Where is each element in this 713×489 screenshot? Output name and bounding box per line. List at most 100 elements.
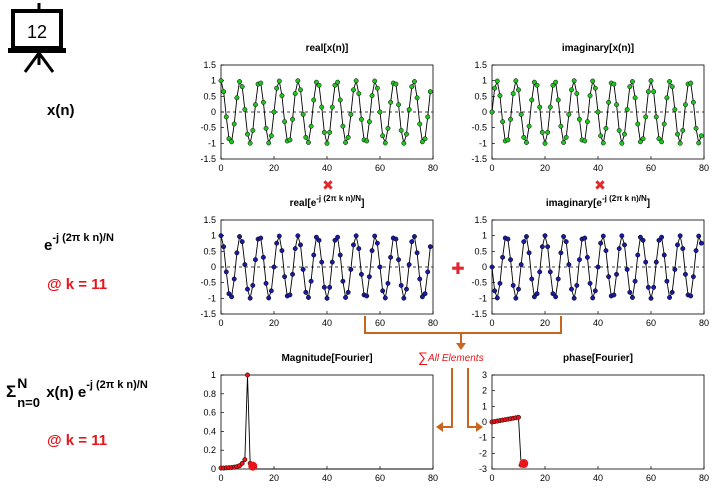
data-point — [374, 240, 380, 246]
data-point — [396, 257, 401, 263]
data-point — [632, 95, 638, 101]
data-point — [571, 295, 577, 301]
data-point — [675, 242, 680, 248]
data-point — [521, 239, 527, 245]
imag_x-plot: imaginary[x(n)] 0 20 40 60 80 1.5 1 0.5 0 -0.5 -1 -1… — [471, 43, 709, 173]
data-point — [553, 294, 559, 300]
data-point — [316, 82, 322, 88]
data-point — [611, 81, 617, 87]
data-point — [419, 294, 425, 300]
data-point — [258, 80, 264, 86]
data-point — [292, 91, 298, 97]
data-point — [324, 295, 330, 301]
data-point — [306, 140, 311, 145]
kernel-base: e — [44, 237, 53, 254]
data-point — [276, 233, 282, 239]
data-point — [659, 139, 665, 145]
highlight-point — [519, 459, 529, 469]
data-point — [645, 284, 651, 290]
x-tick-label: 40 — [322, 163, 332, 173]
data-point — [417, 121, 423, 127]
data-point — [653, 259, 659, 265]
y-tick-label: -2 — [479, 448, 487, 458]
data-point — [343, 295, 348, 300]
y-tick-label: -0.5 — [200, 123, 216, 133]
data-point — [218, 78, 224, 84]
y-tick-label: 1.5 — [474, 60, 487, 70]
data-point — [529, 97, 535, 103]
data-point — [497, 93, 503, 99]
data-point — [372, 78, 378, 84]
data-point — [337, 97, 343, 103]
data-point — [221, 244, 227, 250]
imag_e-plot: imaginary[e-j (2π k n)/N] 0 20 40 60 80 1.5 1 0.… — [471, 194, 709, 328]
data-point — [406, 262, 412, 267]
data-point — [595, 109, 601, 115]
data-point — [316, 237, 322, 243]
y-tick-label: 1.5 — [474, 215, 487, 225]
data-point — [311, 252, 317, 258]
kernel-k-label: @ k = 11 — [47, 276, 108, 293]
data-point — [245, 131, 250, 137]
data-point — [417, 276, 423, 282]
data-point — [245, 286, 250, 292]
data-point — [422, 136, 428, 142]
data-point — [353, 233, 359, 239]
data-point — [561, 234, 566, 239]
data-point — [563, 239, 569, 245]
sum-formula-label: Σ N n=0 x(n) e-j (2π k n)/N — [6, 375, 148, 410]
data-point — [569, 286, 574, 292]
data-point — [226, 136, 232, 142]
series-line — [491, 79, 702, 145]
data-point — [510, 91, 516, 97]
data-point — [374, 85, 380, 91]
data-point — [335, 234, 341, 240]
x-tick-label: 60 — [375, 163, 385, 173]
data-point — [696, 233, 702, 239]
data-point — [661, 121, 667, 127]
y-tick-label: 0 — [482, 262, 487, 272]
data-point — [268, 133, 274, 139]
data-point — [690, 274, 696, 280]
data-point — [632, 278, 638, 284]
series-line — [491, 234, 702, 300]
data-point — [422, 291, 428, 297]
data-point — [574, 91, 580, 97]
data-point — [627, 84, 633, 90]
data-point — [239, 84, 245, 90]
y-tick-label: 0.5 — [474, 246, 487, 256]
data-point — [223, 114, 229, 120]
data-point — [619, 233, 625, 239]
data-point — [231, 276, 237, 282]
data-point — [516, 414, 521, 420]
data-point — [614, 271, 619, 277]
data-point — [630, 295, 635, 300]
data-point — [489, 264, 495, 270]
chart-title: Magnitude[Fourier] — [281, 353, 372, 364]
data-point — [308, 123, 314, 129]
data-point — [351, 242, 356, 248]
x-tick-label: 40 — [322, 473, 332, 483]
data-point — [526, 123, 532, 129]
data-point — [313, 234, 319, 240]
data-point — [229, 139, 235, 145]
data-point — [356, 246, 362, 252]
real_x-plot: real[x(n)] 0 20 40 60 80 1.5 1 0.5 0 -0.5 -1 -1.5 — [200, 43, 438, 173]
data-point — [356, 91, 362, 97]
data-point — [590, 78, 596, 84]
kernel-exponent: -j (2π k n)/N — [52, 232, 114, 244]
y-tick-label: 2 — [482, 386, 487, 396]
data-point — [242, 107, 248, 112]
x-tick-label: 60 — [646, 163, 656, 173]
data-point — [566, 262, 572, 267]
arrow-heads — [436, 343, 483, 432]
data-point — [555, 276, 561, 282]
data-point — [505, 137, 511, 143]
data-point — [303, 289, 309, 295]
x-tick-label: 60 — [646, 473, 656, 483]
y-tick-label: 1 — [482, 401, 487, 411]
data-point — [242, 262, 248, 267]
data-point — [239, 460, 245, 466]
data-point — [680, 127, 686, 133]
